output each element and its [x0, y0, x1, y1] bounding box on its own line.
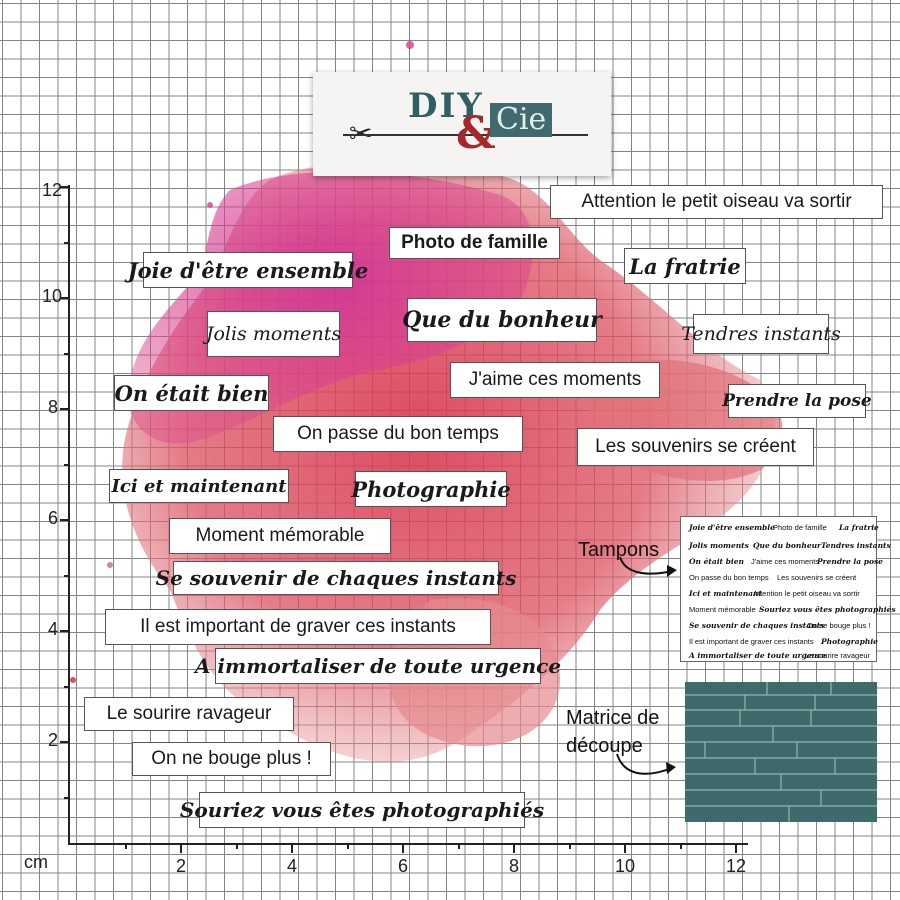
y-axis-label: 10: [42, 286, 63, 306]
y-axis-label: 12: [42, 180, 63, 200]
matrice-arrow-icon: [616, 753, 676, 775]
stamp-sheet-item: Que du bonheur: [753, 541, 822, 550]
stamp-sheet-item: Il est important de graver ces instants: [689, 637, 814, 646]
x-axis-label: 2: [176, 856, 187, 876]
y-axis-label: 4: [48, 619, 59, 639]
tampons-label: Tampons: [578, 539, 660, 561]
logo-line: [343, 134, 588, 136]
x-tick: [180, 843, 182, 853]
stamp-tag: Tendres instants: [681, 314, 841, 354]
stamp-tag: Que du bonheur: [402, 298, 602, 342]
y-tick: [64, 353, 70, 355]
stamp-tag: Se souvenir de chaques instants: [156, 561, 516, 595]
stamp-tag: Ici et maintenant: [109, 469, 289, 503]
y-tick: [64, 797, 70, 799]
stamp-sheet-item: Se souvenir de chaques instants: [689, 621, 825, 630]
stamp-tag: Joie d'être ensemble: [128, 252, 368, 288]
x-axis-label: 12: [726, 856, 747, 876]
x-tick: [624, 843, 626, 853]
x-tick: [680, 843, 682, 849]
stamp-tag: J'aime ces moments: [450, 362, 660, 398]
y-axis-label: 2: [48, 730, 59, 750]
stamp-sheet-item: Tendres instants: [821, 541, 891, 550]
x-tick: [735, 843, 737, 853]
x-axis-label: 10: [615, 856, 636, 876]
stamp-sheet-item: Photo de famille: [773, 523, 827, 532]
x-axis: [68, 843, 748, 845]
stamp-tag: Photographie: [351, 471, 511, 507]
y-tick: [64, 686, 70, 688]
x-tick: [236, 843, 238, 849]
axis-unit-label: cm: [24, 852, 48, 872]
x-tick: [347, 843, 349, 849]
y-tick: [60, 741, 70, 743]
x-axis-label: 6: [398, 856, 409, 876]
y-axis: [68, 185, 70, 845]
stamp-sheet-item: J'aime ces moments: [751, 557, 820, 566]
y-tick: [64, 242, 70, 244]
stamp-sheet-item: Les souvenirs se créent: [777, 573, 857, 582]
stamp-tag: La fratrie: [624, 248, 746, 284]
logo-ampersand: &: [456, 108, 496, 159]
die-cut-preview: [685, 682, 877, 822]
matrice-label-line1: Matrice de: [566, 707, 660, 729]
x-axis-label: 8: [509, 856, 520, 876]
stamp-tag: Moment mémorable: [169, 518, 391, 554]
scissors-icon: ✂: [349, 118, 373, 149]
y-axis-label: 8: [48, 397, 59, 417]
diy-cie-logo: ✂ DIY & Cie: [313, 72, 611, 176]
x-axis-label: 4: [287, 856, 298, 876]
x-tick: [458, 843, 460, 849]
y-tick: [60, 630, 70, 632]
y-tick: [60, 186, 70, 188]
x-tick: [513, 843, 515, 853]
stamp-tag: On était bien: [114, 375, 269, 411]
stamp-tag: Attention le petit oiseau va sortir: [550, 185, 883, 219]
stamp-sheet-item: Joie d'être ensemble: [689, 523, 775, 532]
stamp-sheet-item: On était bien: [689, 557, 744, 566]
stamp-sheet-item: Le sourire ravageur: [805, 651, 871, 660]
stamp-tag: Prendre la pose: [722, 384, 872, 418]
y-tick: [60, 297, 70, 299]
logo-diy-text: DIY: [408, 86, 484, 126]
y-tick: [64, 464, 70, 466]
stamp-tag: Souriez vous êtes photographiés: [180, 792, 544, 828]
stamp-sheet-preview: Joie d'être ensemble Photo de famille La…: [680, 516, 896, 662]
x-tick: [402, 843, 404, 853]
y-tick: [64, 575, 70, 577]
x-tick: [569, 843, 571, 849]
stamp-tag: Les souvenirs se créent: [577, 428, 814, 466]
stamp-sheet-item: La fratrie: [839, 523, 879, 532]
stamp-tag: On ne bouge plus !: [132, 742, 331, 776]
x-tick: [291, 843, 293, 853]
stamp-sheet-item: On passe du bon temps: [689, 573, 769, 582]
stamp-sheet-item: Attention le petit oiseau va sortir: [753, 589, 860, 598]
y-axis-label: 6: [48, 508, 59, 528]
stamp-tag: Photo de famille: [389, 227, 560, 259]
tampons-arrow-icon: [619, 556, 677, 577]
x-tick: [125, 843, 127, 849]
stamp-sheet-item: Ici et maintenant: [689, 589, 762, 598]
stamp-tag: On passe du bon temps: [273, 416, 523, 452]
stamp-tag: Le sourire ravageur: [84, 697, 294, 731]
stamp-sheet-item: On ne bouge plus !: [807, 621, 871, 630]
stamp-sheet-item: Photographie: [821, 637, 878, 646]
stamp-sheet-item: A immortaliser de toute urgence: [689, 651, 827, 660]
y-tick: [60, 519, 70, 521]
y-tick: [60, 408, 70, 410]
matrice-label-line2: découpe: [566, 735, 643, 757]
stamp-sheet-item: Jolis moments: [689, 541, 749, 550]
logo-cie-text: Cie: [490, 103, 553, 137]
stamp-tag: A immortaliser de toute urgence: [195, 648, 561, 684]
stamp-tag: Jolis moments: [206, 311, 341, 357]
stamp-sheet-item: Moment mémorable: [689, 605, 756, 614]
stamp-tag: Il est important de graver ces instants: [105, 609, 491, 645]
stamp-sheet-item: Souriez vous êtes photographiés: [759, 605, 896, 614]
stamp-sheet-item: Prendre la pose: [817, 557, 883, 566]
